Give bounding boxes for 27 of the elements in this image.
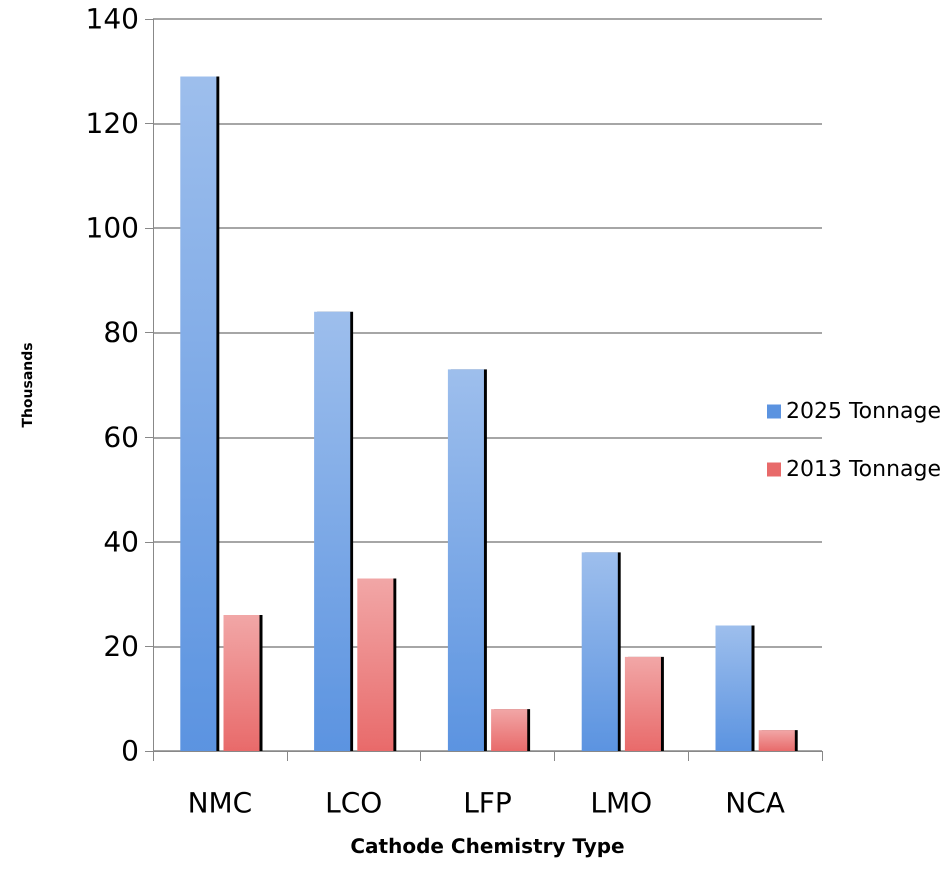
bar	[716, 626, 752, 751]
x-tick-label: LCO	[325, 786, 382, 820]
legend-label: 2025 Tonnage	[786, 399, 942, 424]
y-tick-label: 20	[103, 630, 139, 663]
x-tick-label: LFP	[463, 786, 512, 820]
bar	[314, 312, 350, 751]
y-axis-title: Thousands	[20, 342, 36, 428]
y-tick-label: 80	[103, 316, 139, 350]
x-tick-label: LMO	[590, 786, 652, 820]
bar	[357, 578, 394, 751]
y-tick-label: 60	[103, 420, 139, 454]
y-tick-label: 100	[86, 212, 139, 245]
bar	[758, 730, 795, 751]
legend-label: 2013 Tonnage	[786, 457, 942, 482]
bar	[582, 552, 618, 751]
bar	[624, 656, 661, 751]
x-tick-label: NCA	[725, 786, 785, 820]
y-tick-label: 0	[121, 734, 139, 768]
bar	[224, 615, 260, 751]
x-tick-label: NMC	[188, 786, 252, 820]
y-tick-label: 40	[103, 525, 139, 558]
y-tick-label: 140	[86, 2, 139, 36]
bar	[448, 369, 484, 751]
x-axis-title: Cathode Chemistry Type	[350, 834, 625, 858]
bar	[180, 76, 216, 751]
y-tick-label: 120	[86, 107, 139, 140]
bar	[491, 709, 528, 751]
